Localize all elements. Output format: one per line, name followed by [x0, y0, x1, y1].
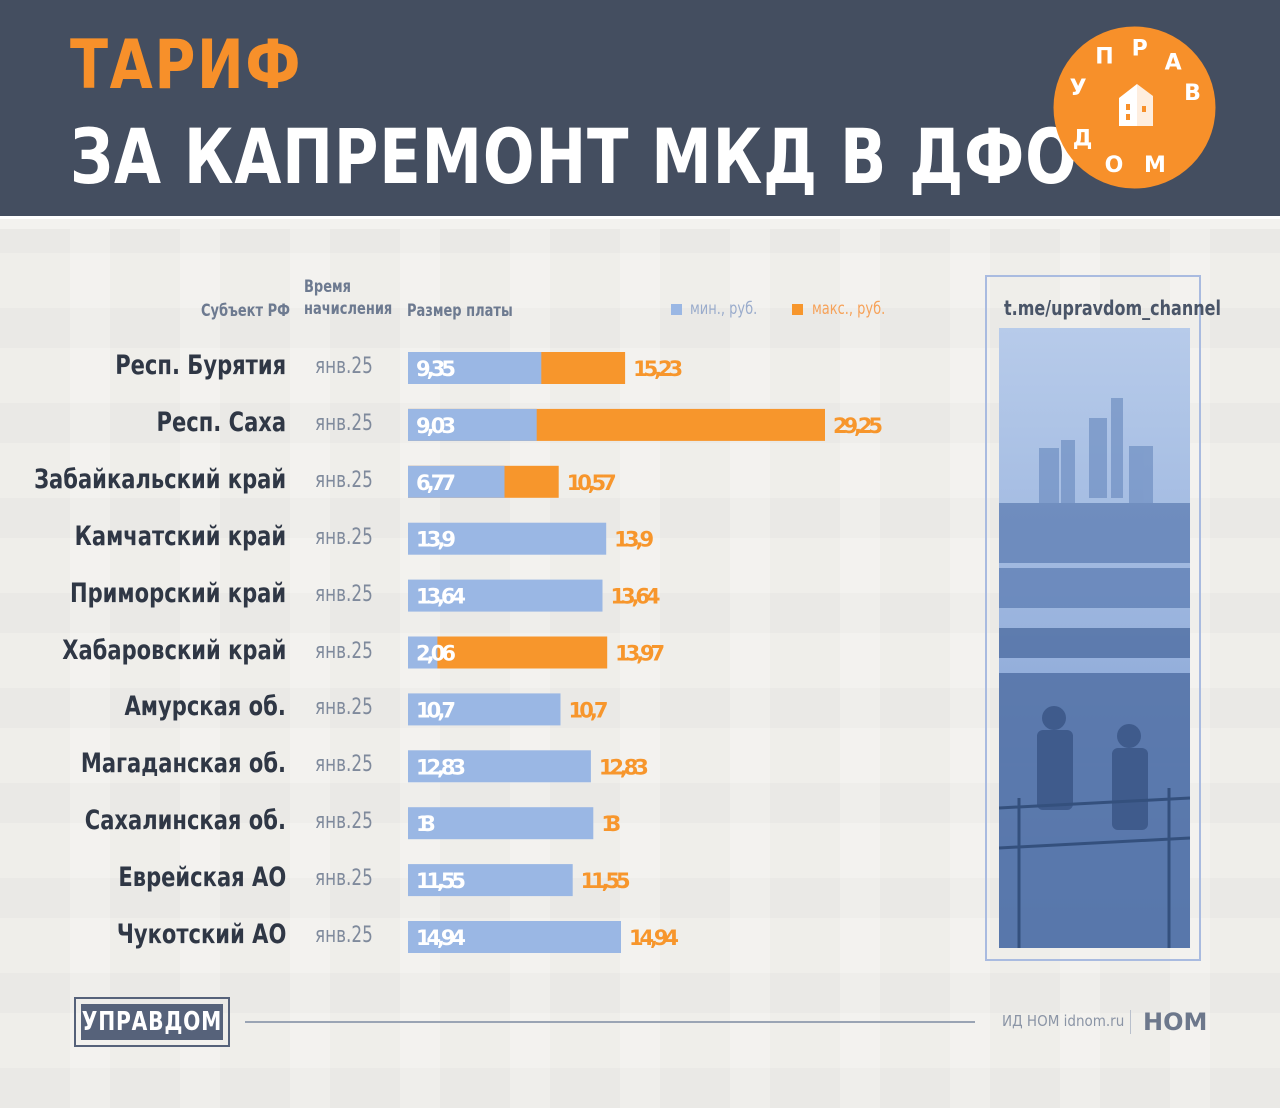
bar-min-label: 11,55 [416, 869, 466, 893]
footer-source: ИД НОМ idnom.ru [1002, 1012, 1125, 1030]
bar-min [408, 693, 561, 726]
bar-max-label: 11,55 [581, 869, 631, 893]
row-period: янв.25 [315, 581, 373, 607]
row-period: янв.25 [315, 354, 373, 379]
logo-letter: У [1070, 76, 1087, 101]
row-label: Респ. Бурятия [115, 350, 286, 381]
bar-min-label: 10,7 [416, 698, 456, 722]
logo-letter: М [1144, 153, 1166, 178]
row-period: янв.25 [315, 923, 373, 948]
bar-max-label: 13,9 [614, 528, 654, 552]
bar-min [408, 636, 438, 669]
row-period: янв.25 [315, 467, 373, 493]
bar-max [408, 636, 608, 669]
row-period: янв.25 [315, 695, 373, 721]
row-period: янв.25 [315, 524, 373, 550]
logo-letter: Д [1073, 127, 1093, 152]
channel-link[interactable]: t.me/upravdom_channel [1004, 296, 1221, 320]
bar-max-label: 13,64 [610, 585, 660, 609]
legend-min-label: мин., руб. [690, 299, 758, 319]
city-silhouette-icon [999, 398, 1190, 948]
bar-max-label: 13,97 [615, 642, 665, 666]
bar-max-label: 10,7 [569, 698, 609, 722]
footer-logo: НОМ [1143, 1008, 1208, 1036]
bar-min-label: 6,77 [416, 471, 456, 495]
bar-max-label: 13 [601, 812, 621, 836]
footer-separator [1130, 1010, 1131, 1034]
column-header-period: Время начисления [304, 277, 393, 319]
row-label: Респ. Саха [156, 406, 286, 438]
upravdom-logo-icon: УП РАВ ДО М [1053, 26, 1216, 189]
row-label: Еврейская АО [118, 862, 286, 894]
bar-max-label: 14,94 [629, 926, 679, 950]
bar-min-label: 2,06 [416, 642, 456, 666]
bar-min [408, 921, 621, 953]
row-label: Забайкальский край [33, 463, 286, 495]
workers-photo [999, 328, 1190, 948]
photo-frame [985, 275, 1201, 961]
brand-badge: УПРАВДОМ [74, 997, 230, 1047]
bar-min [408, 465, 505, 498]
bar-min-label: 13,9 [416, 528, 456, 552]
bar-max-label: 10,57 [567, 471, 617, 495]
column-header-subject: Субъект РФ [201, 301, 290, 321]
brand-name: УПРАВДОМ [81, 1007, 223, 1037]
bar-min-label: 14,94 [416, 926, 466, 950]
row-label: Приморский край [69, 577, 286, 609]
bar-max-label: 15,23 [633, 357, 683, 381]
legend-max-swatch [792, 304, 803, 315]
title-line-2: ЗА КАПРЕМОНТ МКД В ДФО [70, 112, 1078, 201]
bar-min [408, 579, 603, 612]
header-divider [0, 216, 1280, 229]
row-label: Сахалинская об. [84, 805, 286, 837]
row-period: янв.25 [315, 809, 373, 835]
bar-min [408, 408, 537, 441]
bar-min-label: 13,64 [416, 585, 466, 609]
bar-min [408, 750, 591, 783]
bar-min-label: 12,83 [416, 755, 466, 779]
column-header-size: Размер платы [407, 301, 513, 321]
bar-max-label: 29,25 [833, 414, 883, 438]
legend-min-swatch [671, 304, 682, 315]
row-label: Камчатский край [74, 520, 286, 552]
logo-letter: О [1105, 153, 1124, 178]
bar-min [408, 807, 594, 840]
bar-min-label: 9,03 [416, 414, 456, 438]
row-label: Магаданская об. [80, 748, 286, 780]
bar-min-label: 9,35 [416, 357, 456, 381]
bar-min [408, 522, 607, 555]
footer-divider [245, 1021, 975, 1023]
row-period: янв.25 [315, 752, 373, 778]
logo-letter: В [1184, 81, 1201, 106]
title-line-1: ТАРИФ [70, 26, 303, 105]
row-period: янв.25 [315, 866, 373, 892]
row-period: янв.25 [315, 638, 373, 664]
bar-min [408, 864, 573, 897]
logo-letter: А [1165, 51, 1182, 76]
bar-max-label: 12,83 [599, 755, 649, 779]
logo-letter: Р [1132, 37, 1148, 62]
row-label: Амурская об. [124, 691, 286, 723]
logo-letter: П [1095, 45, 1113, 70]
bar-min [408, 352, 542, 384]
legend-max-label: макс., руб. [812, 299, 886, 319]
row-period: янв.25 [315, 410, 373, 436]
bar-min-label: 13 [416, 812, 436, 836]
row-label: Чукотский АО [116, 919, 286, 950]
row-label: Хабаровский край [61, 634, 286, 666]
